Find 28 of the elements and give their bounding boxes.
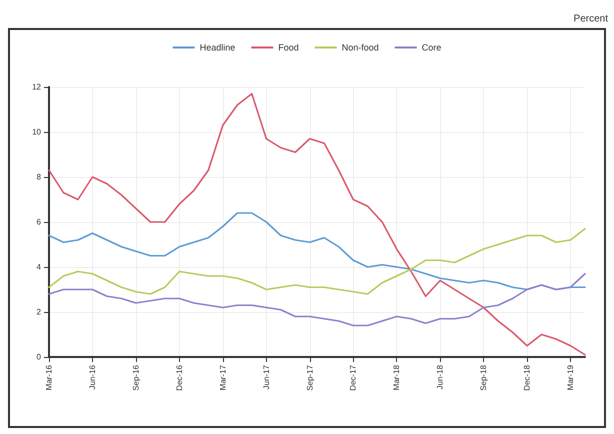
x-tick-label: Mar-17	[218, 364, 228, 390]
x-tick-label: Sep-16	[131, 364, 140, 391]
y-tick-label: 4	[36, 262, 42, 272]
x-tick-label: Sep-18	[479, 364, 488, 391]
legend-label: Food	[278, 42, 299, 52]
x-tick-label: Sep-17	[305, 364, 314, 391]
legend-label: Core	[422, 42, 442, 52]
x-tick-label: Jun-18	[436, 364, 445, 390]
y-tick-label: 8	[36, 172, 42, 182]
x-tick-label: Dec-16	[174, 364, 184, 391]
line-series	[48, 212, 586, 290]
x-tick-label: Mar-18	[392, 364, 402, 390]
y-tick-label: 2	[36, 308, 42, 316]
x-tick-label: Jun-17	[262, 364, 271, 390]
y-tick-label: 12	[32, 82, 42, 92]
y-tick-label: 10	[32, 128, 42, 136]
x-tick-label: Jun-16	[88, 364, 97, 390]
legend-label: Headline	[200, 42, 236, 52]
y-tick-label: 0	[36, 352, 42, 362]
text: Percent	[574, 14, 608, 24]
y-tick-label: 6	[36, 218, 42, 226]
legend-label: Non-food	[342, 42, 379, 52]
line-series	[48, 272, 586, 326]
x-tick-label: Dec-18	[522, 364, 532, 391]
x-tick-label: Mar-16	[44, 364, 54, 390]
x-tick-label: Dec-17	[348, 364, 358, 391]
x-tick-label: Mar-19	[566, 364, 576, 390]
line-series	[48, 228, 586, 295]
